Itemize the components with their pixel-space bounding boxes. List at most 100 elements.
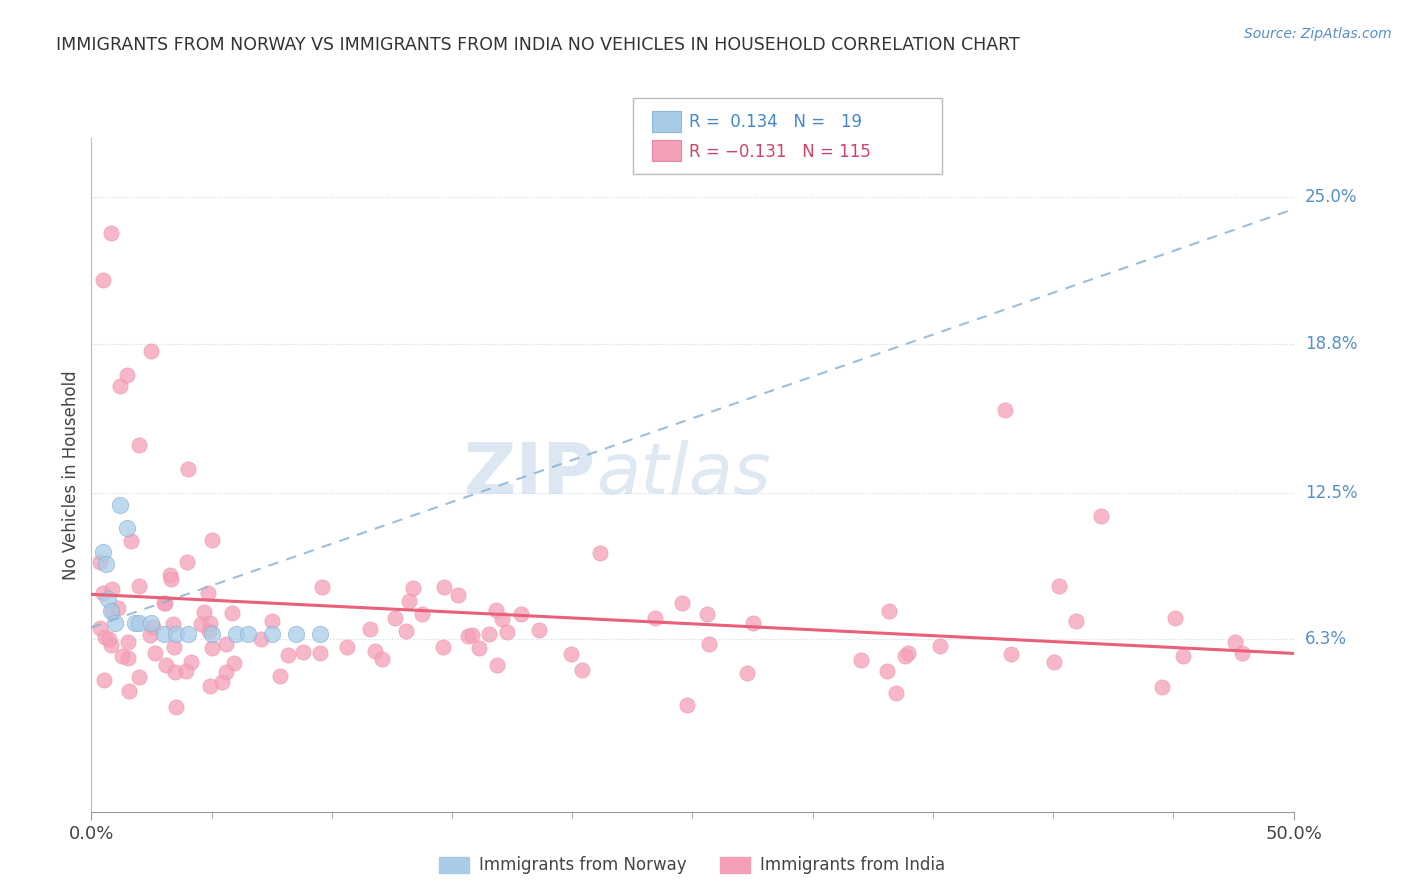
Point [1066, 614, 1088, 628]
Point [398, 594, 420, 608]
Point [128, 670, 150, 684]
Point [236, 627, 259, 641]
Point [211, 675, 233, 690]
Point [224, 656, 246, 670]
Text: 12.5%: 12.5% [1305, 483, 1357, 501]
Point [461, 628, 484, 642]
Point [485, 657, 508, 672]
Point [671, 596, 693, 610]
Point [89, 555, 111, 569]
Point [190, 616, 212, 631]
Point [201, 627, 224, 641]
Point [876, 665, 898, 679]
Point [94, 557, 117, 571]
Point [193, 605, 215, 619]
Point [100, 638, 122, 652]
Text: R =  0.134   N =   19: R = 0.134 N = 19 [689, 113, 862, 131]
Point [100, 226, 122, 240]
Point [849, 653, 872, 667]
Point [118, 683, 141, 698]
Point [308, 627, 330, 641]
Point [1047, 579, 1070, 593]
Point [101, 582, 124, 596]
Point [104, 615, 127, 630]
Point [128, 615, 150, 630]
Point [120, 534, 142, 549]
Point [110, 379, 132, 393]
Point [477, 627, 499, 641]
Point [143, 646, 166, 660]
Point [269, 669, 291, 683]
Point [260, 614, 283, 628]
Point [1000, 647, 1022, 661]
Point [117, 635, 139, 649]
Point [336, 640, 359, 654]
Point [260, 627, 283, 641]
Text: 25.0%: 25.0% [1305, 188, 1357, 206]
Point [201, 533, 224, 548]
Point [529, 623, 551, 637]
Point [139, 628, 162, 642]
Text: R = −0.131   N = 115: R = −0.131 N = 115 [689, 143, 870, 161]
Point [735, 666, 758, 681]
Point [893, 649, 915, 664]
Point [384, 611, 406, 625]
Point [433, 580, 456, 594]
Point [142, 620, 165, 634]
Point [308, 646, 330, 660]
Point [128, 579, 150, 593]
Point [107, 601, 129, 615]
Point [163, 665, 186, 679]
Text: 6.3%: 6.3% [1305, 631, 1347, 648]
Point [447, 588, 470, 602]
Point [432, 640, 454, 655]
Point [141, 343, 163, 358]
Point [153, 597, 176, 611]
Point [697, 636, 720, 650]
Text: Source: ZipAtlas.com: Source: ZipAtlas.com [1244, 27, 1392, 41]
Point [100, 604, 122, 618]
Point [155, 658, 177, 673]
Point [93, 673, 115, 688]
Point [221, 606, 243, 620]
Point [928, 640, 950, 654]
Point [159, 567, 181, 582]
Point [571, 663, 593, 677]
Point [117, 650, 139, 665]
Point [200, 616, 222, 631]
Point [1230, 646, 1253, 660]
Point [510, 607, 533, 621]
Text: ZIP: ZIP [464, 441, 596, 509]
Point [176, 555, 198, 569]
Point [485, 603, 508, 617]
Point [250, 632, 273, 646]
Point [165, 627, 187, 641]
Point [117, 521, 139, 535]
Legend: Immigrants from Norway, Immigrants from India: Immigrants from Norway, Immigrants from … [433, 849, 952, 880]
Point [159, 572, 181, 586]
Point [742, 615, 765, 630]
Point [176, 627, 198, 641]
Point [198, 679, 221, 693]
Point [163, 640, 186, 655]
Point [311, 580, 333, 594]
Point [197, 586, 219, 600]
Point [155, 596, 177, 610]
Point [201, 640, 224, 655]
Point [128, 438, 150, 452]
Point [675, 698, 697, 712]
Point [277, 648, 299, 662]
Point [141, 615, 163, 630]
Point [1043, 655, 1066, 669]
Point [162, 617, 184, 632]
Y-axis label: No Vehicles in Household: No Vehicles in Household [62, 370, 80, 580]
Point [560, 648, 582, 662]
Point [644, 611, 666, 625]
Point [93, 273, 115, 287]
Point [117, 368, 139, 382]
Point [1090, 509, 1112, 524]
Point [215, 665, 238, 679]
Point [468, 640, 491, 655]
Point [364, 644, 387, 658]
Point [491, 612, 513, 626]
